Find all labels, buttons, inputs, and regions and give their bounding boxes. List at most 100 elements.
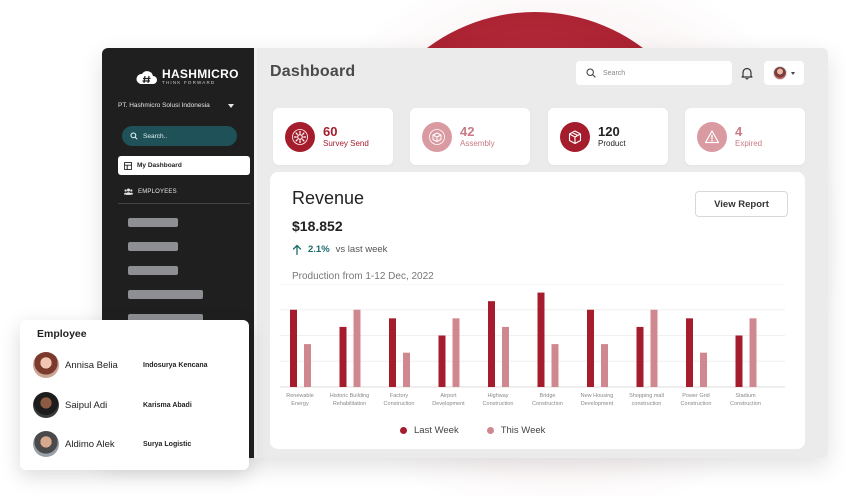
stat-label: Survey Send — [323, 138, 369, 148]
stat-label: Product — [598, 138, 626, 148]
sidebar-search-placeholder: Search.. — [143, 132, 168, 140]
employee-company: Karisma Abadi — [143, 401, 192, 409]
legend-item-this-week[interactable]: This Week — [486, 425, 546, 436]
employee-name: Saipul Adi — [65, 399, 108, 411]
x-tick-label: Highway — [487, 393, 508, 399]
revenue-bar-chart: Renewable Energy Historic Building Rehabili… — [280, 284, 785, 407]
stat-label: Expired — [735, 138, 763, 148]
avatar — [33, 392, 59, 418]
company-selector[interactable]: PT. Hashmicro Solusi Indonesia — [118, 102, 234, 109]
legend-swatch — [400, 427, 407, 434]
bar-last-week[interactable] — [339, 326, 347, 387]
bar-last-week[interactable] — [290, 309, 297, 387]
sidebar-divider — [118, 203, 250, 204]
arrow-up-icon — [292, 244, 302, 255]
user-menu-button[interactable] — [764, 61, 804, 85]
search-input[interactable]: Search — [576, 61, 732, 85]
company-name: PT. Hashmicro Solusi Indonesia — [118, 102, 210, 109]
sidebar-item-label: My Dashboard — [137, 162, 182, 169]
x-tick-label: Energy — [291, 401, 309, 407]
package-icon — [560, 121, 590, 152]
change-text: vs last week — [335, 244, 388, 255]
employee-row[interactable]: Saipul Adi Karisma Abadi — [33, 392, 243, 418]
stat-card-survey[interactable]: 60 Survey Send — [273, 108, 393, 165]
bar-this-week[interactable] — [700, 352, 707, 387]
stat-card-assembly[interactable]: 42 Assembly — [410, 108, 530, 165]
bar-last-week[interactable] — [735, 335, 743, 388]
bar-this-week[interactable] — [601, 344, 608, 387]
x-tick-label: Stadium — [735, 393, 756, 399]
x-tick-label: Rehabilitation — [333, 401, 366, 407]
stat-value: 120 — [598, 123, 620, 139]
bar-this-week[interactable] — [650, 309, 658, 387]
cloud-hash-icon — [136, 71, 157, 84]
stat-value: 4 — [735, 123, 743, 139]
employee-row[interactable]: Aldimo Alek Surya Logistic — [33, 431, 243, 457]
logo-name: HASHMICRO — [162, 67, 239, 82]
avatar — [33, 352, 59, 378]
avatar — [773, 66, 787, 80]
bar-last-week[interactable] — [389, 318, 396, 387]
change-percent: 2.1% — [308, 244, 330, 255]
bar-last-week[interactable] — [488, 301, 495, 387]
bar-this-week[interactable] — [502, 326, 509, 387]
legend-item-last-week[interactable]: Last Week — [400, 425, 459, 436]
employee-company: Surya Logistic — [143, 440, 192, 448]
sidebar-edge — [254, 48, 257, 458]
revenue-title: Revenue — [292, 188, 365, 208]
revenue-amount: $18.852 — [292, 218, 343, 234]
sidebar-item-placeholder[interactable] — [128, 314, 203, 323]
stat-card-expired[interactable]: 4 Expired — [685, 108, 805, 165]
bar-this-week[interactable] — [452, 318, 460, 387]
x-tick-label: Airport — [440, 393, 457, 399]
chevron-down-icon — [791, 71, 795, 75]
sidebar-item-my-dashboard[interactable]: My Dashboard — [118, 156, 250, 175]
employee-row[interactable]: Annisa Belia Indosurya Kencana — [33, 352, 243, 378]
employee-name: Annisa Belia — [65, 359, 118, 371]
bar-last-week[interactable] — [587, 309, 594, 387]
x-tick-label: Development — [432, 401, 465, 407]
bar-this-week[interactable] — [353, 309, 361, 387]
bar-this-week[interactable] — [304, 344, 311, 387]
sidebar-section-label: EMPLOYEES — [138, 188, 177, 195]
stat-value: 42 — [460, 123, 475, 139]
revenue-change: 2.1% vs last week — [292, 244, 387, 255]
search-placeholder: Search — [603, 69, 626, 77]
sidebar-search-input[interactable]: Search.. — [122, 126, 237, 146]
bar-last-week[interactable] — [686, 318, 693, 387]
x-tick-label: Development — [581, 401, 614, 407]
box-icon — [422, 121, 452, 152]
legend-swatch — [486, 427, 494, 434]
bar-last-week[interactable] — [636, 326, 644, 387]
x-tick-label: New Housing — [581, 393, 614, 399]
x-tick-label: Shopping mall — [629, 393, 664, 399]
sidebar-section-employees[interactable]: EMPLOYEES — [124, 188, 177, 195]
page-title: Dashboard — [270, 63, 356, 80]
bar-last-week[interactable] — [537, 292, 545, 387]
logo[interactable]: HASHMICRO THINK FORWARD — [136, 68, 239, 86]
x-tick-label: Factory — [390, 393, 409, 399]
bar-this-week[interactable] — [551, 344, 559, 387]
x-tick-label: Construction — [681, 401, 712, 407]
bar-last-week[interactable] — [438, 335, 446, 388]
bar-this-week[interactable] — [749, 318, 757, 387]
sidebar-item-placeholder[interactable] — [128, 290, 203, 299]
stat-card-product[interactable]: 120 Product — [548, 108, 668, 165]
bell-icon[interactable] — [740, 66, 754, 80]
sidebar-item-placeholder[interactable] — [128, 218, 178, 227]
x-tick-label: Bridge — [540, 393, 556, 399]
search-icon — [130, 132, 138, 140]
legend-label: This Week — [500, 425, 546, 436]
employee-card: Employee Annisa Belia Indosurya Kencana … — [20, 320, 249, 470]
gear-icon — [285, 121, 315, 152]
employee-card-title: Employee — [37, 328, 87, 340]
bar-this-week[interactable] — [403, 352, 410, 387]
sidebar-item-placeholder[interactable] — [128, 242, 178, 251]
view-report-button[interactable]: View Report — [695, 191, 788, 217]
x-tick-label: Power Grid — [682, 393, 710, 399]
app-window: HASHMICRO THINK FORWARD PT. Hashmicro So… — [102, 48, 828, 458]
sidebar-item-placeholder[interactable] — [128, 266, 178, 275]
avatar — [33, 431, 59, 457]
chart-legend: Last Week This Week — [400, 425, 545, 436]
